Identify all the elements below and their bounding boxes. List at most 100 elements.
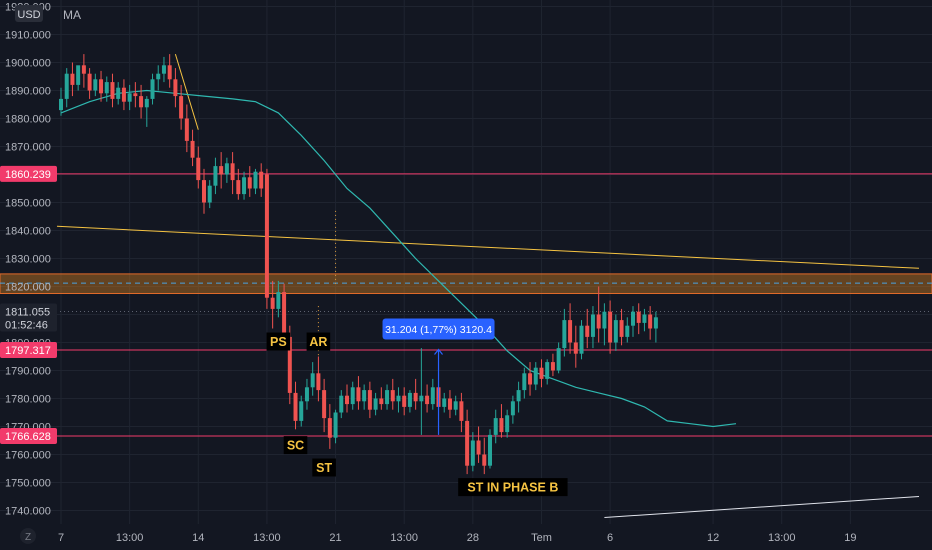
- candle: [442, 392, 447, 413]
- candle-body: [139, 96, 144, 108]
- candle: [642, 308, 647, 332]
- y-tick-label: 1740.000: [5, 506, 51, 518]
- measure-label: 31.204 (1,77%) 3120.4: [385, 324, 492, 336]
- candle: [482, 437, 487, 475]
- candle-body: [207, 185, 212, 203]
- candle-body: [373, 398, 378, 410]
- candle: [64, 68, 69, 108]
- grid: [0, 0, 932, 524]
- candle: [608, 300, 613, 354]
- candle-body: [190, 140, 195, 158]
- candle: [322, 378, 327, 433]
- candle: [510, 395, 515, 424]
- currency-badge[interactable]: [15, 5, 43, 22]
- candle-body: [482, 454, 487, 466]
- candle-body: [144, 98, 149, 108]
- candle-body: [499, 418, 504, 433]
- timezone-icon[interactable]: Z: [25, 532, 31, 543]
- candle: [190, 129, 195, 167]
- candle: [242, 171, 247, 200]
- candle: [299, 395, 304, 427]
- annotation: ST IN PHASE B: [458, 478, 568, 497]
- candle: [276, 280, 281, 318]
- candle: [522, 367, 527, 399]
- candle: [184, 104, 189, 153]
- candle-body: [585, 325, 590, 337]
- x-tick-label: 13:00: [253, 532, 281, 544]
- candle-body: [276, 292, 281, 309]
- annotation-bg: [312, 458, 336, 477]
- current-price-tag: [0, 303, 57, 332]
- measure-arrow: [434, 348, 443, 355]
- candle: [253, 168, 258, 195]
- level-price-tag: [0, 165, 57, 182]
- resistance-zone: [0, 273, 932, 294]
- candle-body: [642, 314, 647, 323]
- candle-body: [127, 93, 132, 102]
- candle-body: [184, 118, 189, 141]
- candle: [156, 65, 161, 91]
- candle-body: [310, 373, 315, 388]
- x-tick-label: Tem: [531, 532, 552, 544]
- candle: [573, 325, 578, 368]
- candle: [139, 84, 144, 119]
- candle: [173, 68, 178, 108]
- candle-body: [339, 395, 344, 413]
- candle: [202, 168, 206, 214]
- candle-body: [173, 79, 178, 97]
- candle-body: [167, 65, 172, 80]
- candle: [207, 180, 212, 209]
- candle: [116, 82, 121, 105]
- measure-label-box: [382, 318, 495, 340]
- candle-body: [396, 395, 401, 402]
- candle-body: [70, 73, 75, 85]
- candle-body: [476, 440, 481, 455]
- annotation-text: PS: [270, 335, 287, 349]
- candle-body: [430, 387, 435, 405]
- candle-body: [636, 311, 641, 323]
- candle-body: [413, 392, 418, 402]
- current-price-label: 1811.055: [5, 307, 50, 319]
- trendline-short: [174, 53, 199, 130]
- candle: [196, 146, 201, 189]
- annotation: ST: [312, 458, 336, 477]
- x-tick-label: 13:00: [116, 532, 144, 544]
- candle: [127, 84, 132, 111]
- candle: [264, 168, 269, 309]
- candle: [562, 308, 567, 357]
- candle-body: [402, 395, 407, 407]
- candle: [613, 314, 618, 351]
- candle-body: [202, 180, 206, 203]
- annotation-bg: [283, 436, 308, 455]
- candle-body: [93, 79, 98, 91]
- candle: [93, 73, 98, 97]
- y-tick-label: 1890.000: [5, 86, 51, 98]
- x-tick-label: 28: [467, 532, 479, 544]
- time-axis[interactable]: 7 13:00 14 13:00 21 13:00 28 Tem 6 12 13:00 19: [0, 524, 932, 550]
- candle: [488, 429, 492, 469]
- candle: [356, 376, 361, 410]
- candle-body: [87, 73, 92, 91]
- candle: [459, 392, 464, 433]
- candle-body: [539, 367, 544, 379]
- price-axis[interactable]: 1740.0001750.0001760.0001770.0001780.000…: [0, 2, 57, 518]
- candle: [350, 381, 355, 410]
- candle: [59, 87, 63, 116]
- level-price-tag: [0, 427, 57, 444]
- indicator-label[interactable]: MA: [63, 8, 81, 22]
- y-tick-label: 1790.000: [5, 366, 51, 378]
- wyckoff-annotations: PS AR SC ST ST IN PHASE B: [266, 332, 568, 497]
- moving-average: [60, 89, 737, 428]
- candle: [379, 387, 384, 410]
- candle-body: [81, 65, 86, 74]
- annotation-text: ST IN PHASE B: [467, 481, 558, 495]
- y-tick-label: 1840.000: [5, 226, 51, 238]
- candle-body: [608, 311, 613, 343]
- candle: [213, 157, 218, 195]
- candle: [636, 303, 641, 335]
- candle: [447, 390, 452, 419]
- candle-body: [287, 336, 292, 393]
- candle-body: [242, 177, 247, 195]
- timezone-icon-bg[interactable]: [20, 528, 36, 544]
